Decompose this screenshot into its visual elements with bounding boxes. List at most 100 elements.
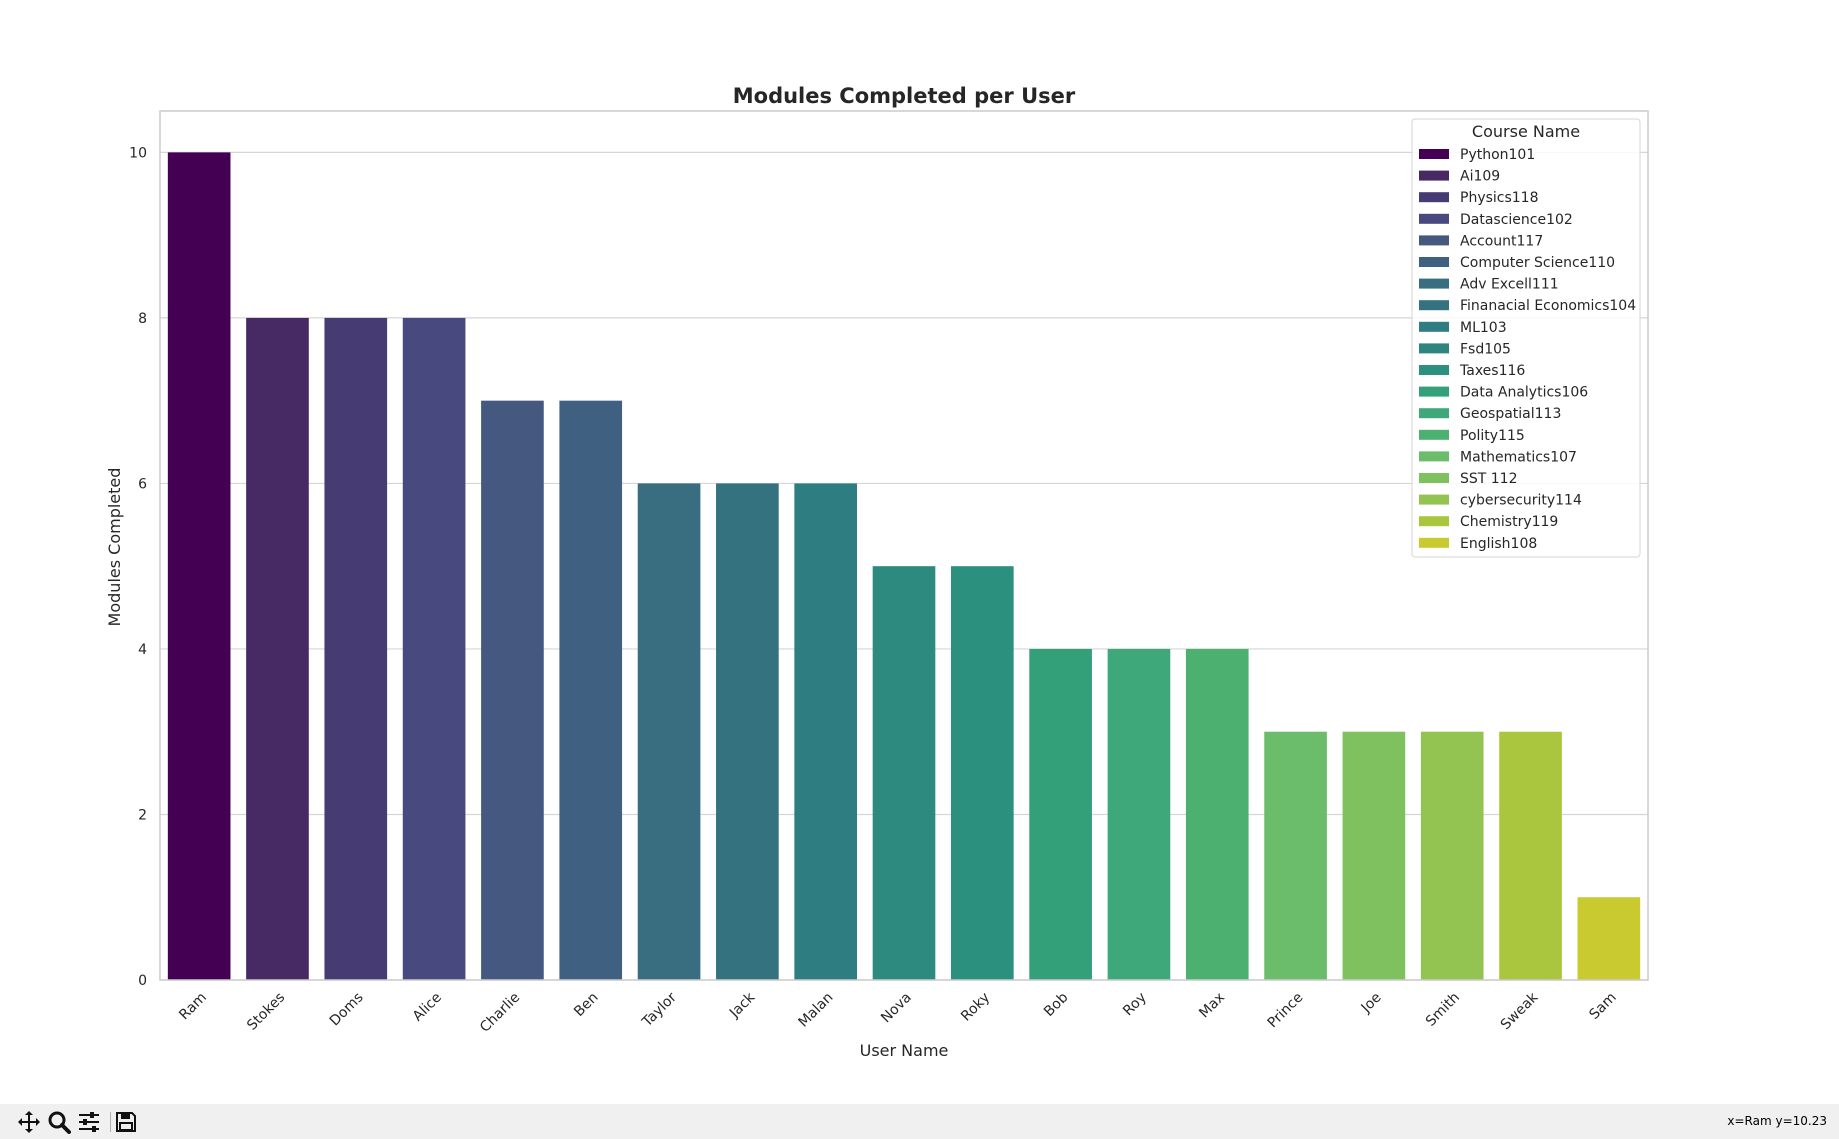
- bar-ben: [559, 400, 623, 981]
- bar-max: [1185, 648, 1249, 980]
- bar-ram: [167, 152, 231, 980]
- legend-label: Datascience102: [1460, 212, 1573, 228]
- legend-label: Physics118: [1460, 190, 1539, 206]
- legend-swatch: [1419, 300, 1449, 311]
- legend-label: Fsd105: [1460, 341, 1511, 357]
- x-tick-label: Sweak: [1498, 989, 1542, 1033]
- legend: Course Name Python101 Ai109 Physics118 Data…: [1411, 118, 1641, 558]
- x-tick-label: Prince: [1265, 990, 1307, 1032]
- legend-label: Taxes116: [1459, 363, 1525, 379]
- y-tick-label: 0: [138, 973, 147, 989]
- legend-label: Python101: [1460, 147, 1535, 163]
- x-tick-label: Bob: [1041, 989, 1072, 1020]
- plot-frame: [159, 110, 1649, 981]
- chart: 0 2 4 6 8 10 Ram Stokes Doms Alice Charlie Ben Tayl…: [105, 84, 1649, 1060]
- legend-label: Geospatial113: [1460, 406, 1561, 422]
- legend-label: English108: [1460, 536, 1537, 552]
- legend-label: Data Analytics106: [1460, 385, 1588, 401]
- legend-swatch: [1419, 429, 1449, 440]
- legend-title: Course Name: [1472, 122, 1580, 141]
- toolbar: x=Ram y=10.23: [0, 1104, 1839, 1139]
- legend-swatch: [1419, 170, 1449, 181]
- x-tick-label: Alice: [410, 990, 445, 1025]
- x-tick-label: Max: [1196, 990, 1228, 1022]
- bar-doms: [324, 317, 388, 980]
- legend-label: cybersecurity114: [1460, 493, 1582, 509]
- legend-label: ML103: [1460, 320, 1507, 336]
- x-tick-labels: Ram Stokes Doms Alice Charlie Ben Taylor Jack Ma…: [176, 989, 1619, 1036]
- bar-roy: [1107, 648, 1171, 980]
- x-tick-label: Ram: [176, 990, 210, 1024]
- x-tick-label: Nova: [878, 990, 915, 1027]
- bar-stokes: [246, 317, 309, 980]
- legend-swatch: [1419, 257, 1449, 267]
- legend-swatch: [1419, 343, 1449, 354]
- legend-label: Account117: [1460, 233, 1543, 249]
- y-axis-label: Modules Completed: [105, 468, 124, 627]
- x-tick-label: Smith: [1423, 990, 1463, 1030]
- bar-jack: [716, 483, 779, 980]
- x-tick-label: Roy: [1120, 990, 1150, 1020]
- legend-swatch: [1419, 408, 1449, 419]
- legend-swatch: [1419, 192, 1449, 203]
- x-tick-label: Jack: [726, 989, 759, 1022]
- bar-smith: [1420, 731, 1484, 980]
- x-tick-label: Sam: [1586, 990, 1619, 1023]
- bars: [167, 152, 1641, 981]
- pan-icon[interactable]: [16, 1110, 42, 1134]
- legend-label: Mathematics107: [1460, 449, 1577, 465]
- bar-sam: [1577, 897, 1641, 980]
- bar-roky: [950, 566, 1014, 980]
- bar-alice: [402, 317, 466, 980]
- y-tick-labels: 0 2 4 6 8 10: [129, 145, 147, 989]
- legend-label: Chemistry119: [1460, 514, 1558, 530]
- bar-bob: [1029, 648, 1092, 980]
- y-tick-label: 4: [138, 642, 147, 658]
- legend-swatch: [1419, 321, 1449, 332]
- zoom-icon[interactable]: [46, 1110, 72, 1134]
- x-tick-label: Malan: [796, 990, 837, 1031]
- x-tick-label: Stokes: [244, 990, 288, 1034]
- legend-swatch: [1419, 473, 1449, 483]
- save-icon[interactable]: [113, 1110, 139, 1134]
- legend-label: Computer Science110: [1460, 255, 1615, 271]
- legend-swatch: [1419, 235, 1449, 246]
- toolbar-separator: [110, 1112, 111, 1132]
- x-tick-label: Roky: [958, 990, 993, 1025]
- bar-malan: [794, 483, 858, 980]
- legend-swatch: [1419, 516, 1449, 527]
- legend-label: Finanacial Economics104: [1460, 298, 1636, 314]
- y-tick-label: 6: [138, 476, 147, 492]
- legend-swatch: [1419, 451, 1449, 462]
- legend-swatch: [1419, 213, 1449, 224]
- x-tick-label: Charlie: [477, 990, 523, 1036]
- x-axis-label: User Name: [860, 1041, 949, 1060]
- x-tick-label: Doms: [327, 990, 367, 1030]
- bar-taylor: [637, 483, 701, 980]
- legend-swatch: [1419, 365, 1449, 375]
- bar-joe: [1342, 731, 1406, 980]
- legend-label: Polity115: [1460, 428, 1525, 444]
- legend-label: Adv Excell111: [1460, 277, 1559, 293]
- legend-swatch: [1419, 537, 1449, 548]
- legend-label: SST 112: [1460, 471, 1518, 487]
- legend-swatch: [1419, 386, 1449, 397]
- x-tick-label: Taylor: [639, 989, 680, 1030]
- bar-charlie: [481, 400, 544, 981]
- x-tick-label: Ben: [571, 990, 601, 1020]
- y-tick-label: 10: [129, 145, 147, 161]
- bar-prince: [1264, 731, 1327, 980]
- chart-title: Modules Completed per User: [733, 84, 1076, 108]
- configure-subplots-icon[interactable]: [76, 1110, 102, 1134]
- bar-nova: [872, 566, 936, 980]
- legend-box: [1411, 118, 1641, 558]
- y-tick-label: 8: [138, 311, 147, 327]
- x-tick-label: Joe: [1358, 990, 1385, 1017]
- bar-sweak: [1499, 731, 1562, 980]
- legend-swatch: [1419, 149, 1449, 159]
- legend-swatch: [1419, 494, 1449, 505]
- legend-label: Ai109: [1460, 169, 1500, 185]
- legend-swatch: [1419, 278, 1449, 289]
- y-tick-label: 2: [138, 807, 147, 823]
- coordinate-readout: x=Ram y=10.23: [1727, 1114, 1827, 1128]
